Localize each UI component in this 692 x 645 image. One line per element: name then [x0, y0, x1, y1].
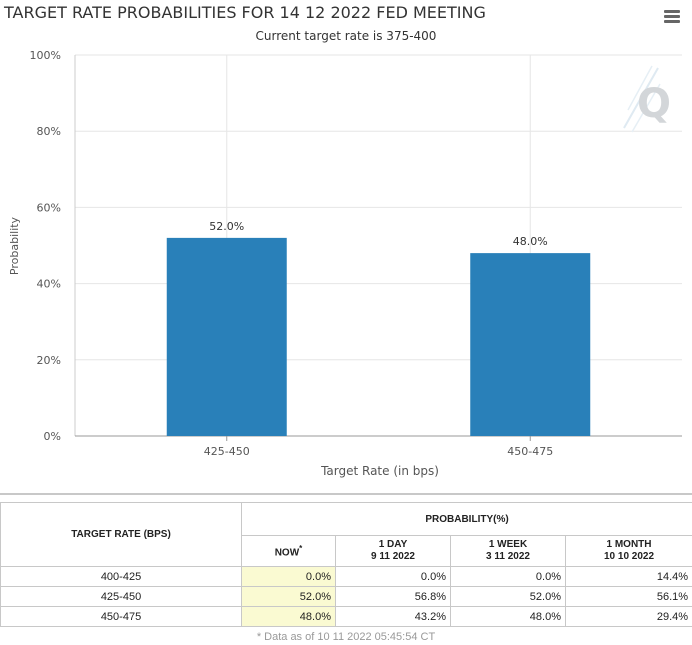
y-tick-label: 20% [37, 354, 61, 367]
one-week-cell: 52.0% [450, 586, 566, 607]
table-row: 400-425 0.0% 0.0% 0.0% 14.4% [0, 566, 692, 587]
probability-table: TARGET RATE (BPS) PROBABILITY(%) NOW* 1 … [0, 502, 692, 627]
y-tick-label: 60% [37, 201, 61, 214]
one-month-column-header: 1 MONTH 10 10 2022 [564, 535, 692, 567]
table-row: 425-450 52.0% 56.8% 52.0% 56.1% [0, 586, 692, 607]
one-week-column-header: 1 WEEK 3 11 2022 [450, 535, 566, 567]
y-tick-label: 0% [44, 430, 61, 443]
x-tick-label: 425-450 [204, 445, 250, 458]
one-day-column-header: 1 DAY 9 11 2022 [335, 535, 451, 567]
rate-column-header: TARGET RATE (BPS) [0, 502, 242, 567]
y-tick-label: 40% [37, 278, 61, 291]
table-row: 450-475 48.0% 43.2% 48.0% 29.4% [0, 606, 692, 627]
rate-cell: 425-450 [0, 586, 242, 607]
one-day-cell: 0.0% [335, 566, 451, 587]
x-tick-label: 450-475 [507, 445, 553, 458]
bar-425-450 [166, 237, 287, 436]
data-label: 52.0% [209, 220, 244, 233]
one-week-cell: 48.0% [450, 606, 566, 627]
now-column-header: NOW* [241, 535, 336, 567]
one-month-cell: 56.1% [564, 586, 692, 607]
chart-title: TARGET RATE PROBABILITIES FOR 14 12 2022… [4, 3, 486, 22]
menu-line [664, 15, 680, 18]
rate-cell: 450-475 [0, 606, 242, 627]
bar-450-475 [470, 253, 591, 436]
now-cell: 48.0% [241, 606, 336, 627]
now-cell: 52.0% [241, 586, 336, 607]
chart-subtitle: Current target rate is 375-400 [255, 29, 437, 43]
hamburger-menu-icon[interactable] [664, 10, 680, 24]
bar-chart: Q 0% 20% 40% 60% 80% 100% 425-450 450-475 52.0%… [8, 49, 682, 478]
data-label: 48.0% [513, 235, 548, 248]
y-tick-label: 80% [37, 125, 61, 138]
x-axis-title: Target Rate (in bps) [320, 464, 439, 478]
y-tick-label: 100% [30, 49, 61, 62]
data-timestamp-footnote: * Data as of 10 11 2022 05:45:54 CT [256, 631, 436, 643]
grid-lines [75, 54, 682, 436]
section-divider [0, 493, 692, 495]
bars: 52.0% 48.0% [166, 220, 591, 436]
rate-cell: 400-425 [0, 566, 242, 587]
one-day-cell: 56.8% [335, 586, 451, 607]
menu-line [664, 10, 680, 13]
watermark-logo-icon: Q [623, 65, 671, 133]
one-month-cell: 29.4% [564, 606, 692, 627]
one-week-cell: 0.0% [450, 566, 566, 587]
y-axis-title: Probability [8, 216, 21, 275]
one-month-cell: 14.4% [564, 566, 692, 587]
now-cell: 0.0% [241, 566, 336, 587]
one-day-cell: 43.2% [335, 606, 451, 627]
probability-column-header: PROBABILITY(%) [240, 502, 692, 536]
menu-line [664, 20, 680, 23]
watermark-letter: Q [637, 81, 671, 127]
